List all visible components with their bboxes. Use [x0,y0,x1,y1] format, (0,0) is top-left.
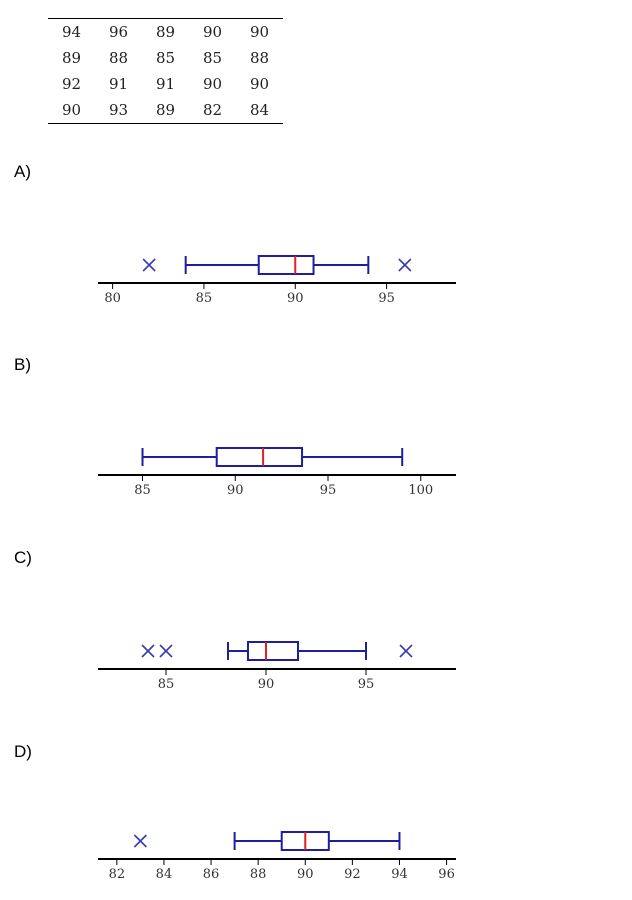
boxplot-option-a: 80 85 90 95 [98,255,456,306]
table-row: 89 88 85 85 88 [48,45,283,71]
table-cell: 94 [61,23,82,41]
x-tick-label: 95 [378,291,395,306]
table-cell: 85 [155,49,176,67]
table-cell: 90 [202,75,223,93]
table-cell: 88 [108,49,129,67]
x-tick-label: 95 [320,483,337,498]
boxplot-option-c: 85 90 95 [98,641,456,692]
x-tick-label: 90 [287,291,304,306]
table-cell: 91 [155,75,176,93]
x-tick-label: 90 [227,483,244,498]
outlier-marker [142,258,156,272]
outlier-marker [159,644,173,658]
table-cell: 92 [61,75,82,93]
outlier-marker [398,258,412,272]
table-cell: 85 [202,49,223,67]
x-tick-label: 84 [156,867,173,882]
table-cell: 90 [202,23,223,41]
table-cell: 90 [61,101,82,119]
table-cell: 90 [249,23,270,41]
option-a-label: A) [14,162,31,181]
option-d-label: D) [14,742,32,761]
x-tick-label: 85 [134,483,151,498]
x-tick-label: 80 [104,291,121,306]
x-tick-label: 85 [196,291,213,306]
x-tick-label: 90 [297,867,314,882]
table-cell: 89 [61,49,82,67]
table-cell: 89 [155,101,176,119]
iqr-box [247,641,299,661]
x-tick-label: 88 [250,867,267,882]
table-row: 90 93 89 82 84 [48,97,283,124]
x-tick-label: 96 [438,867,455,882]
table-row: 92 91 91 90 90 [48,71,283,97]
outlier-marker [141,644,155,658]
iqr-box [257,255,315,275]
option-c-label: C) [14,548,32,567]
table-cell: 93 [108,101,129,119]
x-tick-label: 94 [391,867,408,882]
x-tick-label: 86 [203,867,220,882]
x-tick-label: 95 [358,677,375,692]
table-cell: 90 [249,75,270,93]
x-tick-label: 90 [258,677,275,692]
table-cell: 89 [155,23,176,41]
table-cell: 91 [108,75,129,93]
option-b-label: B) [14,355,31,374]
outlier-marker [399,644,413,658]
boxplot-option-d: 82 84 86 88 90 92 94 96 [98,831,456,882]
x-tick-label: 82 [109,867,126,882]
x-tick-label: 100 [408,483,433,498]
outlier-marker [133,834,147,848]
data-table: 94 96 89 90 90 89 88 85 85 88 92 91 91 90 90 90 93 89 82 84 [48,18,283,124]
x-tick-label: 85 [158,677,175,692]
iqr-box [215,447,304,467]
table-cell: 82 [202,101,223,119]
table-cell: 84 [249,101,270,119]
x-tick-label: 92 [344,867,361,882]
table-cell: 88 [249,49,270,67]
boxplot-option-b: 85 90 95 100 [98,447,456,498]
table-row: 94 96 89 90 90 [48,19,283,46]
table-cell: 96 [108,23,129,41]
